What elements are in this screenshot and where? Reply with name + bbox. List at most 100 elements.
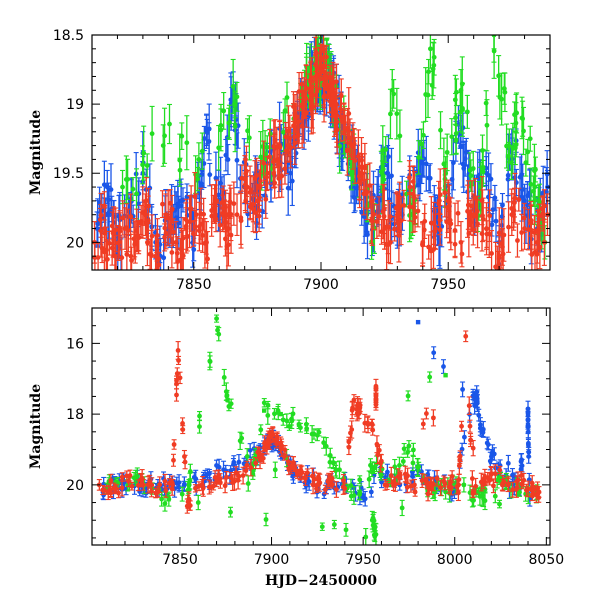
data-point [526, 442, 531, 448]
data-point [209, 208, 215, 213]
data-point [506, 143, 512, 148]
data-point [462, 434, 467, 440]
data-point [217, 222, 223, 228]
data-point [522, 226, 527, 231]
data-point [349, 170, 354, 176]
data-point [491, 48, 497, 54]
data-point [105, 211, 111, 217]
data-point [442, 190, 448, 196]
data-point [460, 386, 465, 392]
data-point [528, 181, 534, 187]
data-point [452, 228, 458, 233]
data-point [480, 148, 485, 153]
data-point [479, 198, 485, 204]
data-point [448, 221, 454, 227]
data-point [488, 454, 494, 459]
data-point [505, 176, 511, 182]
data-point [379, 479, 384, 485]
data-point [389, 87, 395, 93]
data-point [362, 165, 368, 171]
data-point [104, 184, 110, 190]
data-point [284, 95, 290, 100]
data-point [207, 172, 213, 178]
data-point [242, 176, 248, 182]
plot-area [96, 314, 542, 545]
data-point [201, 136, 207, 141]
data-point [232, 123, 238, 129]
data-point [384, 469, 390, 475]
data-point [480, 429, 486, 435]
data-point [120, 184, 125, 190]
data-point [167, 121, 172, 127]
data-point [525, 422, 531, 427]
data-point [407, 184, 413, 190]
data-point [216, 145, 222, 151]
data-point [193, 212, 199, 218]
data-point [425, 92, 431, 98]
data-point [178, 247, 184, 252]
data-point [528, 218, 534, 223]
data-point [438, 127, 443, 133]
data-point [349, 143, 354, 148]
data-point [225, 157, 231, 162]
data-point [394, 212, 400, 218]
data-point [515, 238, 520, 243]
data-point [519, 115, 525, 121]
data-point [169, 206, 175, 212]
data-point [227, 119, 232, 125]
data-point [276, 176, 282, 181]
data-point [195, 176, 200, 182]
data-point [532, 184, 538, 190]
data-point [300, 101, 306, 107]
data-point [148, 252, 154, 258]
data-point [119, 255, 125, 261]
data-point [489, 222, 495, 228]
data-point [359, 170, 365, 176]
data-point [228, 211, 234, 217]
y-axis-label: Magnitude [28, 110, 44, 195]
data-point [492, 195, 498, 201]
data-point [496, 230, 502, 236]
data-point [179, 253, 185, 259]
data-point [224, 226, 230, 231]
data-point [285, 143, 291, 148]
data-point [445, 198, 451, 204]
data-point [517, 174, 523, 180]
data-point [132, 239, 138, 245]
data-series-3 [92, 35, 550, 270]
data-point [291, 104, 296, 109]
data-point [122, 226, 128, 231]
data-point [308, 87, 314, 93]
data-point [134, 191, 139, 197]
data-point [387, 214, 393, 220]
data-point [534, 239, 540, 245]
data-point [254, 198, 260, 204]
data-point [264, 144, 270, 150]
data-point [145, 240, 150, 245]
data-point [525, 227, 531, 232]
data-point [500, 202, 505, 208]
data-point [476, 412, 482, 418]
data-point [102, 226, 108, 231]
data-point [213, 175, 219, 181]
data-point [204, 239, 209, 245]
data-point [97, 217, 103, 223]
data-point [113, 227, 119, 233]
data-point [437, 227, 443, 233]
data-point [216, 192, 222, 198]
data-point [392, 226, 398, 232]
data-point [94, 226, 100, 231]
data-point [138, 220, 144, 226]
data-point [484, 122, 490, 128]
data-point [485, 442, 491, 447]
data-point [178, 198, 184, 204]
data-point [384, 170, 390, 176]
data-point [253, 210, 258, 216]
y-tick-label: 18.5 [53, 28, 84, 44]
data-point [272, 137, 278, 143]
data-point [513, 142, 519, 148]
data-point [470, 166, 476, 171]
data-point [449, 134, 455, 140]
data-point [321, 94, 327, 99]
data-point [231, 462, 236, 467]
